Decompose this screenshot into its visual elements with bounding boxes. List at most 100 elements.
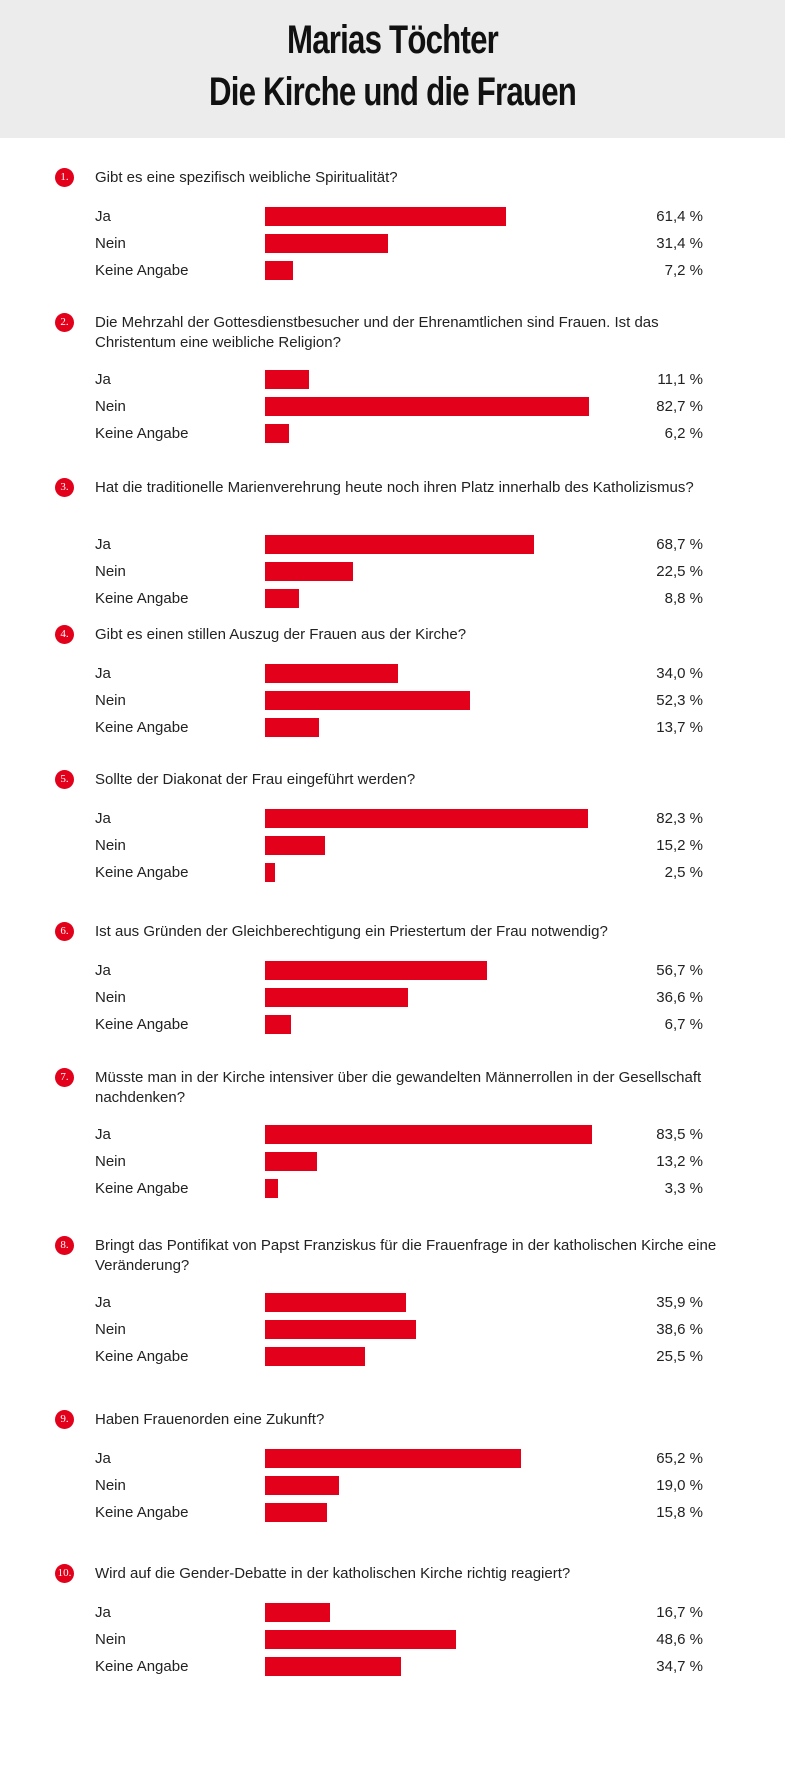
bar	[265, 424, 290, 443]
bar	[265, 691, 471, 710]
value-label: 13,7 %	[656, 719, 703, 736]
value-label: 8,8 %	[664, 590, 703, 607]
bar	[265, 234, 389, 253]
value-label: 11,1 %	[657, 371, 703, 388]
category-label: Ja	[95, 962, 111, 979]
value-label: 65,2 %	[656, 1450, 703, 1467]
category-label: Keine Angabe	[95, 719, 189, 736]
category-label: Nein	[95, 1631, 126, 1648]
header: Marias Töchter Die Kirche und die Frauen	[0, 0, 785, 138]
bar	[265, 988, 409, 1007]
category-label: Nein	[95, 692, 126, 709]
value-label: 38,6 %	[656, 1321, 703, 1338]
category-label: Keine Angabe	[95, 1348, 189, 1365]
bar	[265, 1125, 593, 1144]
value-label: 56,7 %	[656, 962, 703, 979]
value-label: 15,8 %	[656, 1504, 703, 1521]
question-text: Gibt es eine spezifisch weibliche Spirit…	[95, 169, 398, 186]
bar	[265, 535, 535, 554]
bar	[265, 589, 300, 608]
category-label: Ja	[95, 208, 111, 225]
value-label: 7,2 %	[664, 262, 703, 279]
category-label: Ja	[95, 1450, 111, 1467]
question-text: Müsste man in der Kirche intensiver über…	[95, 1069, 702, 1106]
category-label: Ja	[95, 665, 111, 682]
value-label: 22,5 %	[656, 563, 703, 580]
bar	[265, 1152, 317, 1171]
bar	[265, 207, 506, 226]
bar	[265, 718, 319, 737]
category-label: Ja	[95, 536, 111, 553]
question-text: Bringt das Pontifikat von Papst Franzisk…	[95, 1237, 717, 1274]
bar	[265, 664, 399, 683]
value-label: 16,7 %	[656, 1604, 703, 1621]
value-label: 31,4 %	[656, 235, 703, 252]
value-label: 61,4 %	[656, 208, 703, 225]
value-label: 82,7 %	[656, 398, 703, 415]
question-number-badge: 6.	[55, 922, 74, 941]
question-number-badge: 1.	[55, 168, 74, 187]
value-label: 3,3 %	[664, 1180, 703, 1197]
value-label: 68,7 %	[656, 536, 703, 553]
question-text: Hat die traditionelle Marienverehrung he…	[95, 479, 694, 496]
bar	[265, 397, 590, 416]
question-text: Sollte der Diakonat der Frau eingeführt …	[95, 771, 416, 788]
question-number-badge: 8.	[55, 1236, 74, 1255]
value-label: 48,6 %	[656, 1631, 703, 1648]
category-label: Ja	[95, 1294, 111, 1311]
question-text: Ist aus Gründen der Gleichberechtigung e…	[95, 923, 608, 940]
bar	[265, 1347, 365, 1366]
category-label: Ja	[95, 371, 111, 388]
question-text: Wird auf die Gender-Debatte in der katho…	[95, 1565, 571, 1582]
value-label: 19,0 %	[656, 1477, 703, 1494]
category-label: Keine Angabe	[95, 1016, 189, 1033]
bar	[265, 1603, 331, 1622]
question-number-badge: 9.	[55, 1410, 74, 1429]
value-label: 83,5 %	[656, 1126, 703, 1143]
category-label: Keine Angabe	[95, 864, 189, 881]
category-label: Nein	[95, 1153, 126, 1170]
value-label: 35,9 %	[656, 1294, 703, 1311]
bar	[265, 1449, 521, 1468]
category-label: Keine Angabe	[95, 590, 189, 607]
value-label: 82,3 %	[656, 810, 703, 827]
page-subtitle: Die Kirche und die Frauen	[208, 70, 577, 114]
question-number-badge: 2.	[55, 313, 74, 332]
category-label: Nein	[95, 398, 126, 415]
bar	[265, 863, 275, 882]
question-number-badge: 3.	[55, 478, 74, 497]
category-label: Nein	[95, 235, 126, 252]
bar	[265, 1320, 417, 1339]
question-number-badge: 10.	[55, 1564, 74, 1583]
value-label: 13,2 %	[656, 1153, 703, 1170]
bar	[265, 562, 354, 581]
bar	[265, 836, 325, 855]
category-label: Nein	[95, 1477, 126, 1494]
category-label: Keine Angabe	[95, 1180, 189, 1197]
value-label: 25,5 %	[656, 1348, 703, 1365]
bar	[265, 370, 309, 389]
category-label: Nein	[95, 1321, 126, 1338]
category-label: Ja	[95, 810, 111, 827]
category-label: Keine Angabe	[95, 262, 189, 279]
question-text: Gibt es einen stillen Auszug der Frauen …	[95, 626, 467, 643]
value-label: 34,0 %	[656, 665, 703, 682]
category-label: Ja	[95, 1604, 111, 1621]
value-label: 6,2 %	[664, 425, 703, 442]
bar	[265, 809, 588, 828]
question-number-badge: 7.	[55, 1068, 74, 1087]
value-label: 34,7 %	[656, 1658, 703, 1675]
category-label: Nein	[95, 837, 126, 854]
bar	[265, 961, 488, 980]
value-label: 52,3 %	[656, 692, 703, 709]
value-label: 15,2 %	[656, 837, 703, 854]
value-label: 36,6 %	[656, 989, 703, 1006]
bar	[265, 1476, 340, 1495]
question-text: Die Mehrzahl der Gottesdienstbesucher un…	[95, 314, 659, 351]
category-label: Nein	[95, 563, 126, 580]
bar	[265, 1015, 292, 1034]
bar	[265, 1293, 406, 1312]
value-label: 6,7 %	[664, 1016, 703, 1033]
category-label: Ja	[95, 1126, 111, 1143]
bar	[265, 1179, 278, 1198]
